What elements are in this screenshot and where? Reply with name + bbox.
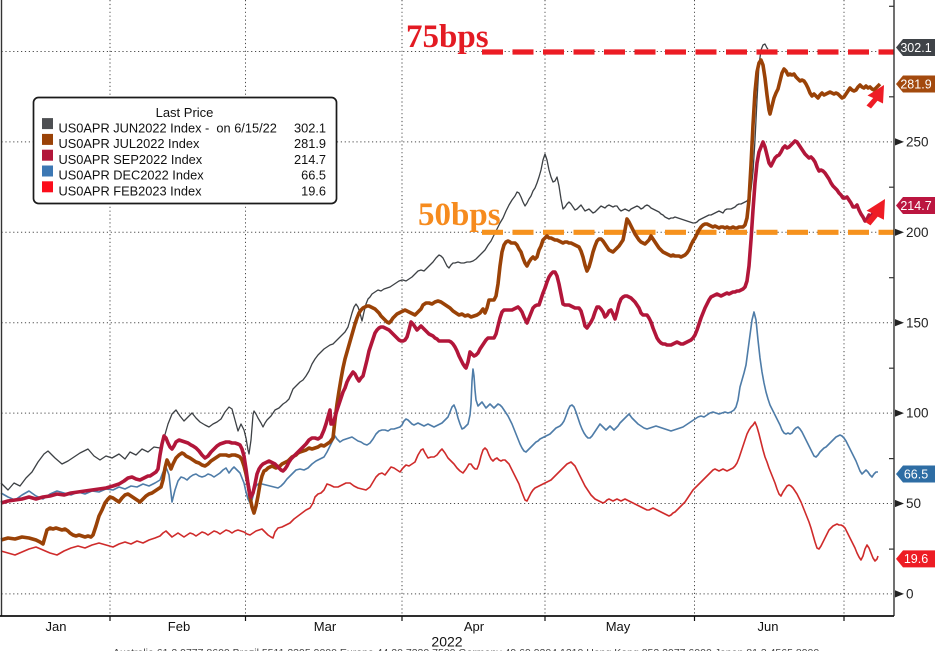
svg-text:250: 250 [906, 135, 929, 150]
svg-text:Jun: Jun [758, 619, 779, 634]
svg-text:200: 200 [906, 225, 929, 240]
svg-text:281.9: 281.9 [900, 77, 931, 91]
svg-text:19.6: 19.6 [301, 184, 326, 199]
svg-text:Last Price: Last Price [156, 105, 214, 120]
svg-text:214.7: 214.7 [900, 199, 931, 213]
svg-text:214.7: 214.7 [294, 152, 326, 167]
svg-text:50: 50 [906, 496, 921, 511]
svg-text:May: May [606, 619, 631, 634]
svg-text:0: 0 [906, 587, 914, 602]
svg-text:66.5: 66.5 [301, 168, 326, 183]
svg-text:Mar: Mar [314, 619, 337, 634]
svg-text:Feb: Feb [168, 619, 190, 634]
svg-text:302.1: 302.1 [900, 41, 931, 55]
svg-text:US0APR FEB2023 Index: US0APR FEB2023 Index [59, 184, 203, 199]
svg-text:US0APR JUN2022 Index - on 6/1: US0APR JUN2022 Index - on 6/15/22 [59, 120, 277, 135]
svg-text:2022: 2022 [431, 634, 462, 650]
svg-text:Australia 61 2 9777 8600 Brazi: Australia 61 2 9777 8600 Brazil 5511 239… [113, 647, 819, 651]
svg-text:281.9: 281.9 [294, 136, 326, 151]
svg-text:150: 150 [906, 315, 929, 330]
svg-text:Apr: Apr [464, 619, 485, 634]
svg-text:100: 100 [906, 406, 929, 421]
svg-text:US0APR DEC2022 Index: US0APR DEC2022 Index [59, 168, 205, 183]
svg-text:Jan: Jan [46, 619, 67, 634]
svg-text:US0APR SEP2022 Index: US0APR SEP2022 Index [59, 152, 203, 167]
svg-text:US0APR JUL2022 Index: US0APR JUL2022 Index [59, 136, 200, 151]
svg-text:19.6: 19.6 [904, 552, 928, 566]
svg-text:302.1: 302.1 [294, 120, 326, 135]
svg-text:50bps: 50bps [418, 197, 501, 233]
svg-text:75bps: 75bps [406, 19, 489, 55]
svg-text:66.5: 66.5 [904, 467, 928, 481]
